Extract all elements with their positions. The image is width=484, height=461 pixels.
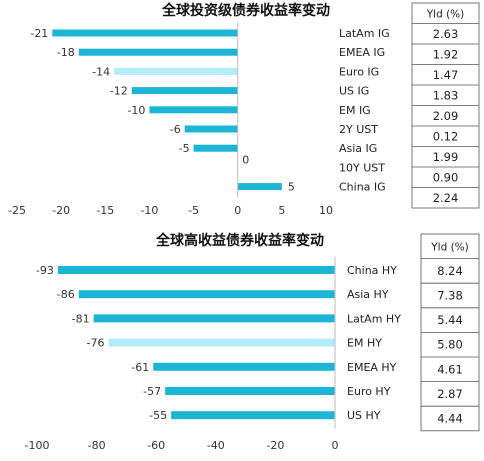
hy-category-label: Asia HY (347, 288, 389, 301)
hy-table-cell: 2.87 (437, 387, 463, 401)
ig-table-cell: 2.09 (433, 109, 459, 123)
hy-value-label: -81 (72, 312, 90, 325)
hy-table-cell: 7.38 (437, 289, 463, 303)
hy-category-label: Euro HY (347, 385, 391, 398)
ig-value-label: 0 (242, 153, 249, 166)
ig-value-label: -6 (170, 123, 181, 136)
ig-category-label: Euro IG (339, 65, 379, 78)
hy-table-cell: 5.80 (437, 338, 463, 352)
hy-category-label: EMEA HY (347, 361, 397, 374)
ig-value-label: -10 (127, 104, 145, 117)
hy-value-label: -86 (57, 288, 75, 301)
ig-bar (149, 106, 238, 114)
ig-chart-title: 全球投资级债券收益率变动 (161, 2, 330, 19)
hy-category-label: EM HY (347, 337, 382, 350)
hy-table-header: Yld (%) (430, 241, 469, 253)
hy-table-cell: 4.44 (437, 412, 463, 426)
hy-category-label: LatAm HY (347, 312, 401, 325)
ig-value-label: -18 (57, 46, 75, 59)
ig-x-tick: -5 (188, 204, 199, 217)
hy-bar (165, 387, 335, 395)
hy-x-tick: -100 (25, 439, 50, 452)
ig-x-tick: -10 (140, 204, 158, 217)
hy-category-label: China HY (347, 264, 397, 277)
hy-x-tick: -20 (266, 439, 284, 452)
hy-x-tick: -40 (207, 439, 225, 452)
ig-x-tick: 10 (319, 204, 333, 217)
ig-category-label: EM IG (339, 104, 371, 117)
hy-bar (171, 411, 335, 420)
ig-category-label: China IG (339, 181, 386, 194)
ig-bar (131, 87, 238, 95)
hy-chart: 全球高收益债券收益率变动 -93 China HY -86 Asia HY -81 Lat… (25, 232, 480, 452)
ig-category-label: LatAm IG (339, 27, 390, 40)
hy-value-label: -76 (87, 337, 105, 350)
ig-bar (114, 67, 238, 75)
ig-table-cell: 1.47 (433, 68, 459, 82)
ig-x-tick: 5 (278, 204, 285, 217)
ig-category-label: Asia IG (339, 142, 377, 155)
ig-x-tick: 0 (234, 204, 241, 217)
ig-value-label: 5 (288, 181, 295, 194)
hy-value-label: -61 (131, 361, 149, 374)
ig-bar (52, 29, 238, 37)
hy-category-label: US HY (347, 409, 381, 422)
ig-table-cell: 0.12 (433, 129, 459, 143)
ig-bar (193, 144, 238, 152)
ig-table-cell: 0.90 (433, 170, 459, 184)
ig-bar (78, 48, 238, 56)
hy-x-tick: -60 (147, 439, 165, 452)
ig-category-label: EMEA IG (339, 46, 385, 59)
ig-x-tick: -20 (52, 204, 70, 217)
ig-bar (184, 125, 238, 133)
ig-table-cell: 1.83 (433, 88, 459, 102)
ig-value-label: -14 (92, 65, 110, 78)
ig-category-label: 2Y UST (339, 123, 378, 136)
ig-table-cell: 2.63 (433, 27, 459, 41)
ig-table-cell: 2.24 (433, 191, 459, 205)
hy-bar (108, 338, 336, 347)
ig-value-label: -12 (110, 85, 128, 98)
hy-table-cell: 4.61 (437, 362, 463, 376)
ig-value-label: -21 (30, 27, 48, 40)
ig-x-tick: -15 (96, 204, 114, 217)
hy-bar (57, 266, 336, 274)
hy-bar (153, 362, 335, 371)
hy-value-label: -93 (36, 264, 54, 277)
ig-category-label: 10Y UST (339, 161, 385, 174)
ig-bar (237, 183, 282, 191)
ig-value-label: -5 (179, 142, 190, 155)
hy-x-tick: 0 (332, 439, 339, 452)
hy-bar (93, 314, 336, 323)
ig-x-tick: -25 (8, 204, 26, 217)
hy-value-label: -55 (149, 409, 167, 422)
ig-category-label: US IG (339, 85, 369, 98)
hy-x-tick: -80 (88, 439, 106, 452)
hy-table-cell: 8.24 (437, 264, 463, 278)
ig-table-cell: 1.99 (433, 150, 459, 164)
hy-table-cell: 5.44 (437, 313, 463, 327)
hy-chart-title: 全球高收益债券收益率变动 (155, 232, 324, 249)
ig-table-header: Yld (%) (426, 8, 465, 20)
ig-chart: 全球投资级债券收益率变动 -21 LatAm IG -18 EMEA IG -14 Eur… (8, 2, 480, 217)
ig-table-cell: 1.92 (433, 47, 459, 61)
hy-value-label: -57 (143, 385, 161, 398)
hy-bar (78, 290, 335, 299)
